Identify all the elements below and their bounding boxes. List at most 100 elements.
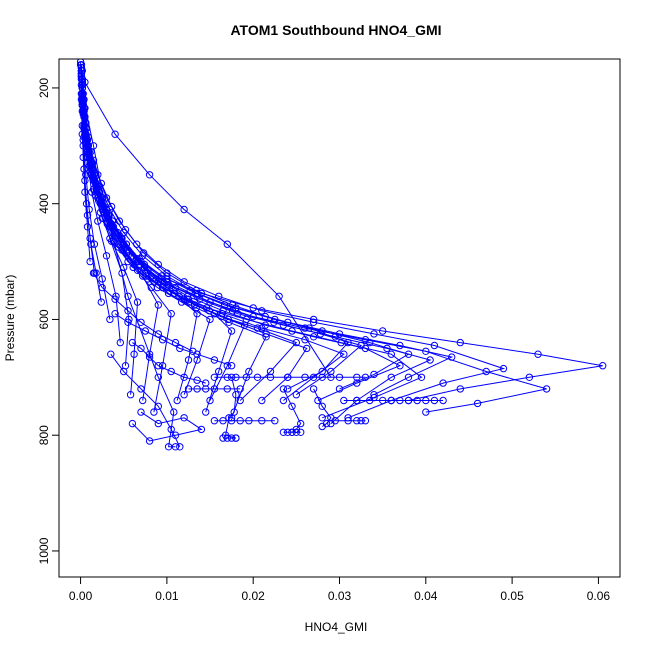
data-point (228, 301, 237, 309)
data-point (171, 443, 180, 451)
data-point (89, 269, 98, 277)
data-point (422, 408, 430, 416)
series-0 (77, 61, 607, 405)
series-28 (78, 90, 180, 451)
series-36 (210, 417, 279, 425)
data-point (193, 385, 201, 393)
data-point (107, 350, 115, 358)
data-point (279, 396, 288, 405)
data-point (379, 396, 387, 405)
data-point (396, 341, 404, 350)
series-7 (78, 81, 404, 405)
data-point (253, 373, 262, 381)
data-point (387, 373, 395, 381)
data-point (404, 396, 413, 405)
data-point (227, 362, 236, 370)
data-point (396, 396, 404, 405)
x-tick-label: 0.02 (242, 589, 266, 603)
data-point (288, 402, 296, 410)
data-point (154, 373, 163, 381)
data-point (184, 385, 193, 393)
data-point (133, 298, 142, 306)
data-point (180, 373, 188, 381)
data-point (154, 330, 163, 338)
plot-marks (76, 59, 607, 451)
y-tick-label: 600 (37, 309, 51, 329)
series-43 (89, 269, 197, 355)
data-point (439, 379, 447, 387)
data-point (221, 301, 229, 309)
data-point (456, 338, 464, 347)
data-point (387, 396, 395, 405)
data-point (318, 373, 326, 381)
series-line (80, 64, 603, 401)
y-tick-label: 200 (37, 78, 51, 98)
series-line (81, 79, 410, 390)
data-point (128, 419, 137, 428)
data-point (542, 385, 551, 393)
data-point (202, 379, 210, 387)
data-point (344, 417, 352, 425)
series-line (110, 353, 181, 448)
series-line (80, 70, 246, 401)
data-point (361, 417, 370, 425)
data-point (404, 350, 413, 358)
data-point (261, 312, 269, 321)
x-tick-label: 0.05 (500, 589, 524, 603)
data-point (154, 362, 163, 370)
x-axis-label: HNO4_GMI (305, 620, 368, 634)
data-point (242, 373, 251, 381)
data-point (210, 385, 219, 393)
data-point (154, 402, 163, 410)
data-point (353, 396, 361, 405)
chart-title: ATOM1 Southbound HNO4_GMI (230, 22, 441, 38)
data-point (147, 283, 156, 292)
data-point (120, 367, 128, 376)
data-point (525, 373, 534, 381)
series-38 (279, 428, 305, 436)
data-point (124, 307, 132, 315)
data-point (227, 417, 236, 425)
data-point (387, 350, 395, 358)
data-point (184, 356, 193, 364)
data-point (340, 350, 348, 358)
data-point (158, 272, 166, 280)
data-point (318, 414, 326, 422)
series-1 (78, 66, 508, 422)
data-point (297, 428, 305, 436)
series-40 (184, 385, 244, 393)
x-tick-label: 0.00 (69, 589, 93, 603)
x-tick-label: 0.01 (155, 589, 179, 603)
y-axis-label: Pressure (mbar) (3, 275, 17, 362)
data-point (366, 396, 374, 405)
series-37 (331, 417, 370, 425)
data-point (284, 428, 292, 436)
series-line (84, 81, 332, 378)
data-point (318, 402, 326, 410)
data-point (230, 408, 238, 416)
data-point (77, 66, 86, 75)
y-tick-label: 400 (37, 193, 51, 213)
data-point (599, 362, 607, 370)
data-point (279, 385, 288, 393)
data-point (137, 318, 145, 326)
y-axis: 200 400 600 800 1000 (37, 78, 60, 564)
series-2 (77, 72, 551, 416)
series-line (81, 93, 176, 448)
data-point (219, 417, 227, 425)
data-point (258, 417, 266, 425)
data-point (115, 217, 124, 225)
data-point (417, 373, 426, 381)
data-point (309, 318, 318, 326)
x-tick-label: 0.04 (414, 589, 438, 603)
series-line (81, 82, 267, 418)
data-point (137, 344, 145, 353)
series-41 (128, 338, 210, 387)
data-point (141, 327, 150, 335)
data-point (154, 419, 163, 428)
data-point (215, 367, 223, 376)
data-point (223, 434, 232, 442)
data-point (422, 396, 430, 405)
data-point (223, 373, 232, 381)
data-point (318, 422, 326, 431)
